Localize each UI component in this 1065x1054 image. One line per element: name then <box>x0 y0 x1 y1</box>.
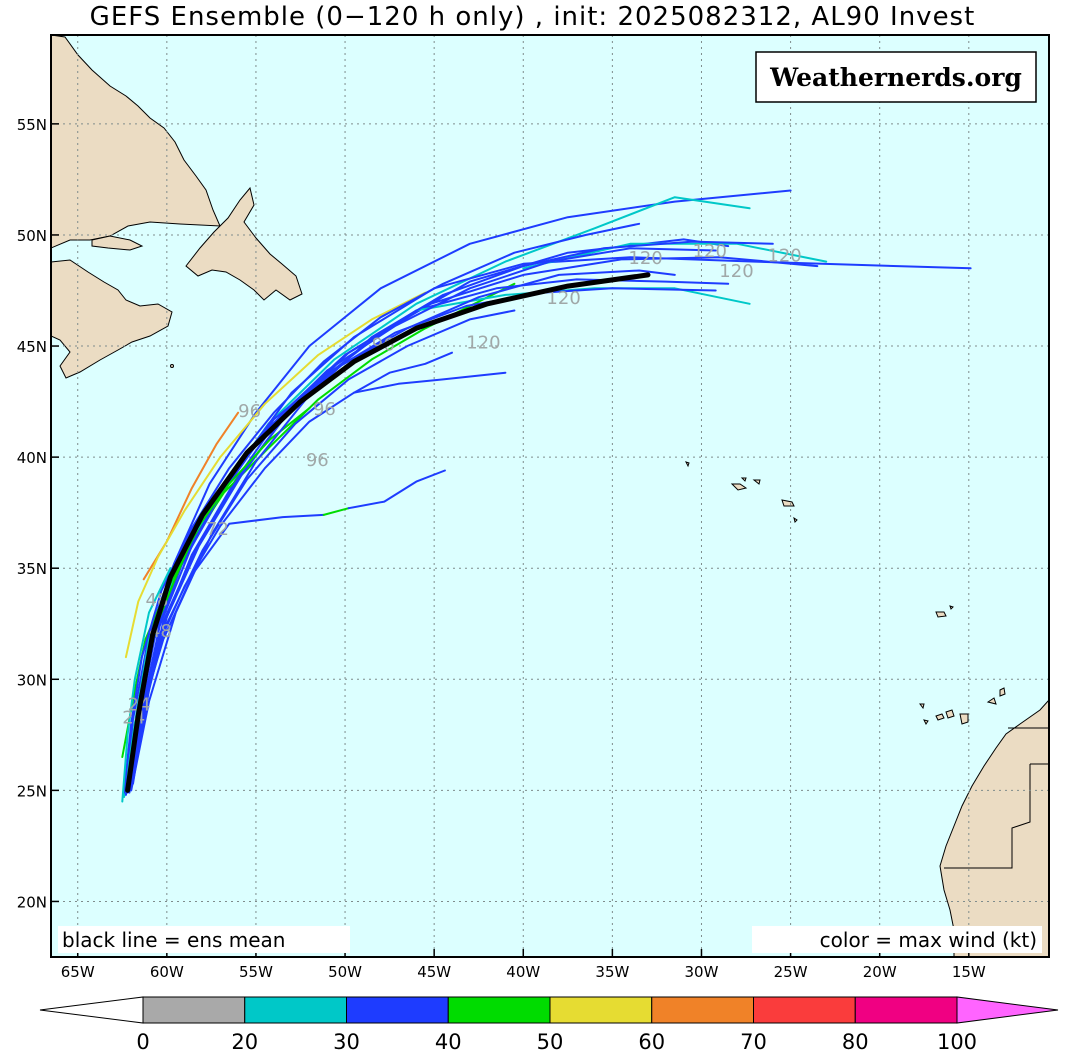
colorbar: 0 20 30 40 50 60 70 80 100 <box>39 996 1059 1054</box>
country-borders <box>944 727 1049 869</box>
lat-tick-label: 20N <box>17 893 47 911</box>
lon-tick-label: 30W <box>685 963 719 981</box>
watermark-text: Weathernerds.org <box>769 63 1022 92</box>
forecast-hour-label: 96 <box>306 450 329 471</box>
lat-tick-label: 25N <box>17 782 47 800</box>
ens-mean-line <box>125 272 651 793</box>
lon-tick-label: 60W <box>150 963 184 981</box>
ensemble-member-track <box>123 196 751 798</box>
colorbar-segment <box>753 996 856 1024</box>
lat-tick-label: 30N <box>17 671 47 689</box>
ensemble-member-track <box>130 240 774 792</box>
forecast-hour-label: 120 <box>628 248 662 269</box>
azores-islands <box>685 461 798 523</box>
lat-tick-label: 40N <box>17 449 47 467</box>
forecast-hour-label: 96 <box>313 399 336 420</box>
lon-tick-label: 15W <box>952 963 986 981</box>
colorbar-tick-label: 100 <box>937 1030 977 1054</box>
lat-tick-label: 50N <box>17 227 47 245</box>
colorbar-tick-label: 0 <box>136 1030 149 1054</box>
forecast-hour-label: 96 <box>238 401 261 422</box>
lon-tick-label: 25W <box>774 963 808 981</box>
colorbar-tick-label: 30 <box>333 1030 360 1054</box>
colorbar-tick-label: 60 <box>638 1030 665 1054</box>
lon-tick-label: 45W <box>417 963 451 981</box>
colorbar-segment <box>854 996 958 1024</box>
ensemble-member-track <box>322 507 350 516</box>
watermark-box: Weathernerds.org <box>755 51 1037 103</box>
plot-frame <box>50 34 1050 958</box>
forecast-hour-label: 120 <box>693 241 727 262</box>
ensemble-member-track <box>121 567 172 803</box>
newfoundland <box>185 186 303 301</box>
lon-tick-label: 50W <box>328 963 362 981</box>
ocean-background <box>51 35 1049 957</box>
colorbar-segment <box>549 996 653 1024</box>
note-left-box: black line = ens mean <box>58 926 350 953</box>
colorbar-tick-label: 20 <box>231 1030 258 1054</box>
colorbar-segment <box>244 996 347 1024</box>
ensemble-member-track <box>124 189 792 796</box>
ens-mean-track <box>125 272 651 793</box>
lat-tick-label: 55N <box>17 116 47 134</box>
nova-scotia <box>51 259 173 379</box>
land-layer <box>51 35 1049 957</box>
lon-tick-label: 55W <box>239 963 273 981</box>
colorbar-tick-label: 80 <box>842 1030 869 1054</box>
graticule <box>51 35 1049 957</box>
colorbar-low-arrow <box>39 996 144 1024</box>
map-title: GEFS Ensemble (0−120 h only) , init: 202… <box>89 2 976 32</box>
note-left-text: black line = ens mean <box>62 928 286 952</box>
ensemble-member-track <box>347 469 446 510</box>
colorbar-segment <box>447 996 551 1024</box>
colorbar-segment <box>142 996 246 1024</box>
ensemble-member-track <box>415 287 751 312</box>
lon-tick-label: 65W <box>61 963 95 981</box>
colorbar-tick-label: 70 <box>740 1030 767 1054</box>
note-right-text: color = max wind (kt) <box>820 928 1037 952</box>
lat-tick-label: 35N <box>17 560 47 578</box>
ensemble-member-track <box>353 371 507 394</box>
lon-tick-label: 40W <box>506 963 540 981</box>
forecast-hour-label: 120 <box>767 246 801 267</box>
lon-tick-label: 20W <box>863 963 897 981</box>
forecast-hour-label: 120 <box>719 261 753 282</box>
colorbar-segment <box>651 996 754 1024</box>
lon-axis: 65W 60W 55W 50W 45W 40W 35W 30W 25W 20W 15W <box>61 949 986 981</box>
forecast-hour-label: 120 <box>466 332 500 353</box>
canary-islands <box>919 687 1006 725</box>
colorbar-segment <box>346 996 449 1024</box>
colorbar-tick-label: 50 <box>537 1030 564 1054</box>
bermuda <box>170 364 174 368</box>
forecast-hour-label: 72 <box>206 519 229 540</box>
madeira <box>935 605 954 618</box>
forecast-hour-label: 120 <box>546 288 580 309</box>
ensemble-member-track <box>123 222 641 794</box>
lat-tick-label: 45N <box>17 338 47 356</box>
ensemble-member-track <box>522 242 828 270</box>
note-right-box: color = max wind (kt) <box>752 926 1042 953</box>
anticosti-island <box>91 235 144 251</box>
colorbar-high-arrow <box>956 996 1059 1024</box>
ensemble-member-track <box>130 309 516 781</box>
colorbar-tick-label: 40 <box>435 1030 462 1054</box>
ensemble-member-track <box>124 291 427 659</box>
lat-axis: 55N 50N 45N 40N 35N 30N 25N 20N <box>17 116 59 911</box>
lon-tick-label: 35W <box>595 963 629 981</box>
